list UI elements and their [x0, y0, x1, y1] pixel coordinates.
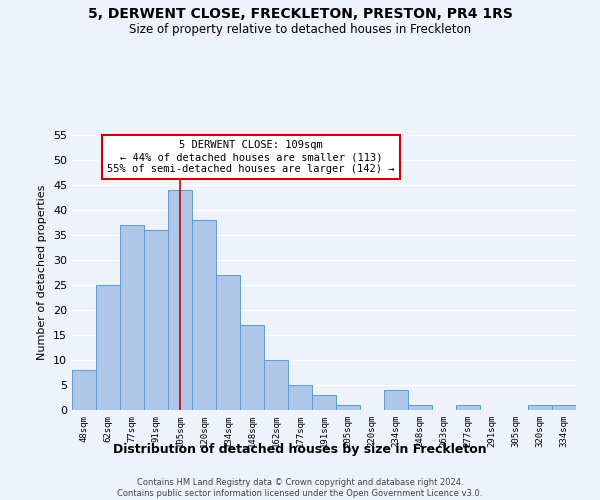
Text: 5, DERWENT CLOSE, FRECKLETON, PRESTON, PR4 1RS: 5, DERWENT CLOSE, FRECKLETON, PRESTON, P…: [88, 8, 512, 22]
Bar: [96, 285, 120, 410]
Bar: [168, 190, 192, 410]
Bar: [456, 405, 480, 410]
Bar: [240, 325, 264, 410]
Text: 5 DERWENT CLOSE: 109sqm
← 44% of detached houses are smaller (113)
55% of semi-d: 5 DERWENT CLOSE: 109sqm ← 44% of detache…: [107, 140, 395, 173]
Bar: [528, 405, 552, 410]
Text: Contains HM Land Registry data © Crown copyright and database right 2024.
Contai: Contains HM Land Registry data © Crown c…: [118, 478, 482, 498]
Bar: [120, 225, 144, 410]
Bar: [336, 405, 360, 410]
Bar: [192, 220, 216, 410]
Bar: [216, 275, 240, 410]
Y-axis label: Number of detached properties: Number of detached properties: [37, 185, 47, 360]
Text: Size of property relative to detached houses in Freckleton: Size of property relative to detached ho…: [129, 22, 471, 36]
Bar: [384, 390, 408, 410]
Bar: [552, 405, 576, 410]
Text: Distribution of detached houses by size in Freckleton: Distribution of detached houses by size …: [113, 442, 487, 456]
Bar: [72, 370, 96, 410]
Bar: [144, 230, 168, 410]
Bar: [408, 405, 432, 410]
Bar: [312, 395, 336, 410]
Bar: [264, 360, 288, 410]
Bar: [288, 385, 312, 410]
